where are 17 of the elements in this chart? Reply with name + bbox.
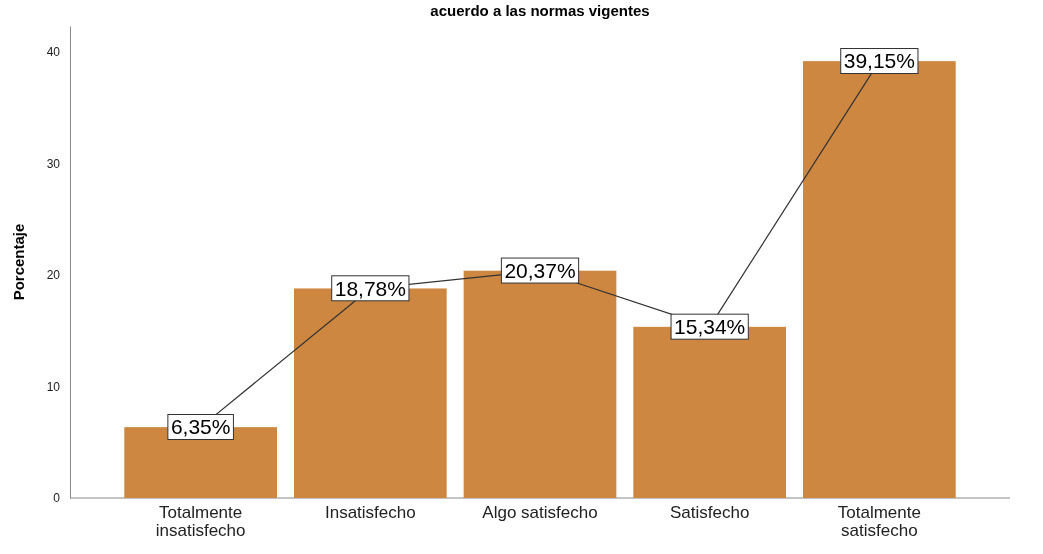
data-label: 15,34% xyxy=(674,315,746,339)
x-tick-label: Totalmente insatisfecho xyxy=(155,503,246,540)
y-tick-label: 40 xyxy=(46,45,61,59)
y-tick-label: 30 xyxy=(46,156,61,171)
y-tick-label: 0 xyxy=(53,491,61,506)
x-tick-label: Insatisfecho xyxy=(324,503,416,523)
x-tick-label: Algo satisfecho xyxy=(482,503,598,523)
data-label: 6,35% xyxy=(170,415,231,439)
data-label: 18,78% xyxy=(334,276,406,300)
y-axis-title: Porcentaje xyxy=(10,223,27,301)
chart-title: acuerdo a las normas vigentes xyxy=(430,2,650,19)
data-label: 20,37% xyxy=(504,259,576,283)
x-tick-label: Totalmente satisfecho xyxy=(837,503,921,540)
y-tick-label: 10 xyxy=(46,379,61,394)
y-tick-label: 20 xyxy=(46,268,61,283)
x-tick-label: Satisfecho xyxy=(669,503,750,523)
data-label: 39,15% xyxy=(843,49,915,73)
